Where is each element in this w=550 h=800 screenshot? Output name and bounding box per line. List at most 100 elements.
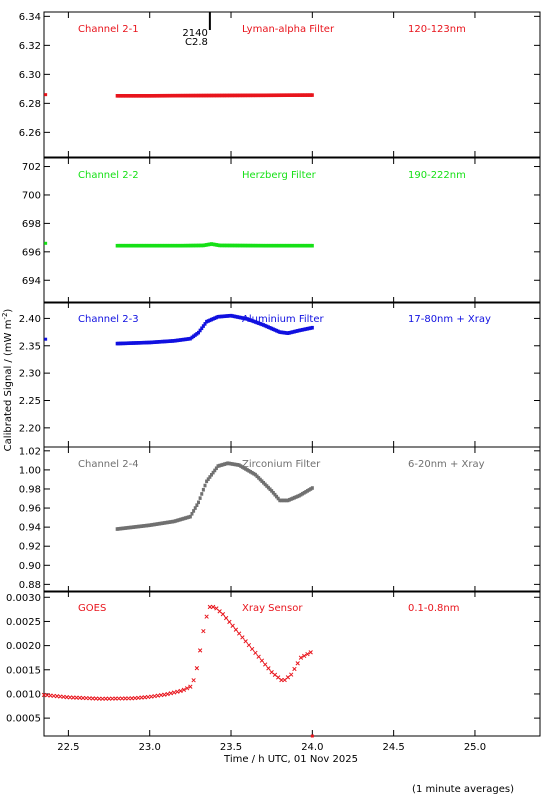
y-tick-label: 2.40: [19, 314, 41, 325]
data-point: [279, 93, 283, 98]
data-point: [227, 243, 231, 248]
data-point: [185, 337, 189, 341]
data-point: [224, 461, 228, 466]
flare-marker-class: C2.8: [185, 37, 208, 48]
data-point: [207, 604, 213, 610]
data-point: [166, 93, 170, 98]
data-point: [309, 326, 313, 330]
data-point: [289, 497, 293, 501]
data-point: [218, 314, 222, 319]
data-point: [216, 314, 220, 319]
data-point: [198, 243, 202, 248]
data-point: [203, 243, 207, 247]
data-point: [115, 527, 119, 531]
data-point: [205, 243, 209, 247]
data-point: [268, 243, 272, 248]
data-point: [208, 93, 212, 98]
data-point: [292, 666, 297, 672]
data-point: [305, 651, 310, 657]
data-point: [196, 330, 200, 335]
data-point: [201, 628, 206, 634]
data-point: [243, 639, 248, 644]
data-point: [302, 490, 306, 495]
y-tick-label: 0.0025: [6, 617, 41, 628]
data-point: [126, 696, 131, 701]
data-point: [84, 695, 89, 701]
band-label: 190-222nm: [408, 170, 466, 181]
data-point: [135, 243, 139, 248]
data-point: [113, 696, 118, 701]
data-point: [252, 471, 256, 476]
data-point: [153, 243, 157, 248]
data-point: [213, 316, 217, 320]
data-point: [153, 522, 157, 527]
y-tick-label: 698: [22, 219, 41, 230]
data-point: [237, 315, 241, 320]
data-point: [252, 243, 256, 248]
data-point: [240, 93, 244, 98]
flare-marker: 2140 C2.8: [182, 12, 211, 48]
y-tick-label: 0.0030: [6, 593, 41, 604]
data-point: [308, 650, 313, 655]
data-point: [258, 243, 262, 248]
data-point: [302, 243, 306, 248]
data-point: [174, 243, 178, 248]
data-point: [275, 243, 279, 248]
data-point: [223, 314, 227, 319]
data-point: [250, 470, 254, 475]
data-point: [283, 330, 287, 335]
data-point: [123, 696, 128, 701]
data-point: [154, 522, 158, 527]
data-point: [220, 612, 226, 617]
data-point: [214, 466, 218, 471]
data-point: [223, 615, 229, 621]
data-point: [271, 243, 275, 248]
data-point: [162, 243, 166, 248]
data-point: [255, 474, 259, 479]
data-point: [263, 482, 267, 487]
data-point: [201, 243, 205, 248]
data-point: [71, 695, 76, 700]
data-point: [279, 330, 283, 335]
data-point: [179, 243, 183, 248]
data-point: [154, 243, 158, 248]
data-point: [187, 93, 191, 98]
data-point: [231, 243, 235, 248]
data-point: [291, 330, 295, 334]
data-point: [127, 341, 131, 346]
data-point: [154, 93, 158, 98]
panel-5: 0.0005 0.0010 0.0015 0.0020 0.0025 0.0030 GOES…: [6, 590, 541, 738]
data-point: [115, 94, 119, 98]
data-point: [148, 340, 152, 345]
data-point: [249, 93, 253, 98]
y-tick-label: 6.30: [19, 70, 41, 81]
data-point: [172, 243, 176, 248]
data-point: [224, 93, 228, 98]
data-point: [183, 337, 187, 342]
data-point: [117, 94, 121, 98]
data-series: [41, 604, 314, 738]
data-point: [131, 243, 135, 248]
panels-layer: 6.26 6.28 6.30 6.32 6.34 Channel 2-1 Lyman-alp…: [6, 11, 541, 738]
data-point: [309, 93, 313, 97]
data-point: [216, 464, 220, 468]
data-point: [219, 314, 223, 319]
data-point: [170, 243, 174, 248]
data-point: [183, 516, 187, 520]
data-point: [279, 243, 283, 248]
data-point: [307, 488, 311, 492]
data-point: [152, 693, 157, 699]
data-point: [247, 317, 251, 322]
data-point: [253, 320, 257, 324]
data-point: [122, 526, 126, 531]
data-point: [258, 321, 262, 326]
data-point: [159, 521, 163, 526]
y-tick-label: 0.88: [19, 580, 41, 591]
band-label: 6-20nm + Xray: [408, 459, 485, 470]
data-point: [115, 243, 119, 248]
data-point: [245, 317, 249, 321]
data-point: [301, 491, 305, 496]
data-point: [237, 463, 241, 467]
data-point: [253, 650, 258, 656]
data-point: [138, 341, 142, 345]
